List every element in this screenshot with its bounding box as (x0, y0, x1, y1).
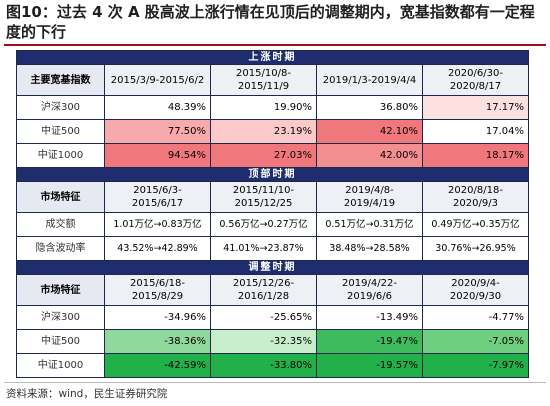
value-cell: -33.80% (210, 353, 317, 378)
section-title-rise: 上涨时期 (16, 50, 529, 65)
corner-label: 市场特征 (16, 181, 105, 213)
value-cell: 36.80% (316, 95, 423, 120)
index-performance-table: 上涨时期 主要宽基指数 2015/3/9-2015/6/2 2015/10/8-… (16, 50, 529, 378)
value-cell: -25.65% (210, 305, 317, 330)
source-divider (4, 382, 546, 383)
row-label: 中证1000 (16, 353, 105, 378)
value-cell: 38.48%→28.58% (316, 236, 423, 261)
value-cell: 17.17% (422, 95, 529, 120)
value-cell: -13.49% (316, 305, 423, 330)
value-cell: 18.17% (422, 143, 529, 168)
value-cell: 0.49万亿→0.35万亿 (422, 212, 529, 237)
period-header: 2020/8/18-2020/9/3 (422, 181, 529, 213)
value-cell: 30.76%→26.95% (422, 236, 529, 261)
value-cell: 94.54% (104, 143, 211, 168)
period-header: 2015/10/8-2015/11/9 (210, 64, 317, 96)
corner-label: 市场特征 (16, 274, 105, 306)
period-header: 2019/4/8-2019/4/19 (316, 181, 423, 213)
period-header: 2020/9/4-2020/9/30 (422, 274, 529, 306)
period-header-row-top: 市场特征 2015/6/3-2015/6/17 2015/11/10-2015/… (16, 181, 529, 213)
value-cell: -34.96% (104, 305, 211, 330)
figure-title: 图10：过去 4 次 A 股高波上涨行情在见顶后的调整期内，宽基指数都有一定程度… (6, 3, 535, 41)
value-cell: 17.04% (422, 119, 529, 144)
value-cell: -42.59% (104, 353, 211, 378)
table-row: 中证1000 94.54% 27.03% 42.00% 18.17% (16, 143, 529, 168)
period-header: 2019/1/3-2019/4/4 (316, 64, 423, 96)
value-cell: -7.05% (422, 329, 529, 354)
period-header: 2015/6/3-2015/6/17 (104, 181, 211, 213)
section-title-adjust: 调整时期 (16, 260, 529, 275)
value-cell: 0.51万亿→0.31万亿 (316, 212, 423, 237)
period-header: 2015/3/9-2015/6/2 (104, 64, 211, 96)
table-row: 隐含波动率 43.52%→42.89% 41.01%→23.87% 38.48%… (16, 236, 529, 261)
table-row: 中证1000 -42.59% -33.80% -19.57% -7.97% (16, 353, 529, 378)
title-divider (4, 44, 546, 46)
row-label: 中证500 (16, 329, 105, 354)
value-cell: 77.50% (104, 119, 211, 144)
section-header-adjust: 调整时期 (16, 260, 529, 275)
value-cell: 41.01%→23.87% (210, 236, 317, 261)
row-label: 中证500 (16, 119, 105, 144)
table-row: 沪深300 -34.96% -25.65% -13.49% -4.77% (16, 305, 529, 330)
row-label: 沪深300 (16, 305, 105, 330)
period-header: 2015/6/18-2015/8/29 (104, 274, 211, 306)
value-cell: -32.35% (210, 329, 317, 354)
table-row: 中证500 -38.36% -32.35% -19.47% -7.05% (16, 329, 529, 354)
value-cell: 42.10% (316, 119, 423, 144)
value-cell: -7.97% (422, 353, 529, 378)
row-label: 中证1000 (16, 143, 105, 168)
period-header: 2019/4/22-2019/6/6 (316, 274, 423, 306)
table-row: 成交额 1.01万亿→0.83万亿 0.56万亿→0.27万亿 0.51万亿→0… (16, 212, 529, 237)
value-cell: 19.90% (210, 95, 317, 120)
source-note: 资料来源：wind，民生证券研究院 (6, 388, 168, 400)
corner-label: 主要宽基指数 (16, 64, 105, 96)
row-label: 隐含波动率 (16, 236, 105, 261)
section-title-top: 顶部时期 (16, 167, 529, 182)
row-label: 成交额 (16, 212, 105, 237)
table-row: 中证500 77.50% 23.19% 42.10% 17.04% (16, 119, 529, 144)
period-header-row-adjust: 市场特征 2015/6/18-2015/8/29 2015/12/26-2016… (16, 274, 529, 306)
value-cell: -4.77% (422, 305, 529, 330)
value-cell: 1.01万亿→0.83万亿 (104, 212, 211, 237)
period-header-row-rise: 主要宽基指数 2015/3/9-2015/6/2 2015/10/8-2015/… (16, 64, 529, 96)
value-cell: 48.39% (104, 95, 211, 120)
value-cell: 23.19% (210, 119, 317, 144)
period-header: 2015/12/26-2016/1/28 (210, 274, 317, 306)
value-cell: 0.56万亿→0.27万亿 (210, 212, 317, 237)
period-header: 2020/6/30-2020/8/17 (422, 64, 529, 96)
value-cell: 43.52%→42.89% (104, 236, 211, 261)
value-cell: -19.57% (316, 353, 423, 378)
period-header: 2015/11/10-2015/12/25 (210, 181, 317, 213)
section-header-top: 顶部时期 (16, 167, 529, 182)
value-cell: -38.36% (104, 329, 211, 354)
value-cell: 42.00% (316, 143, 423, 168)
value-cell: 27.03% (210, 143, 317, 168)
table-row: 沪深300 48.39% 19.90% 36.80% 17.17% (16, 95, 529, 120)
section-header-rise: 上涨时期 (16, 50, 529, 65)
value-cell: -19.47% (316, 329, 423, 354)
row-label: 沪深300 (16, 95, 105, 120)
